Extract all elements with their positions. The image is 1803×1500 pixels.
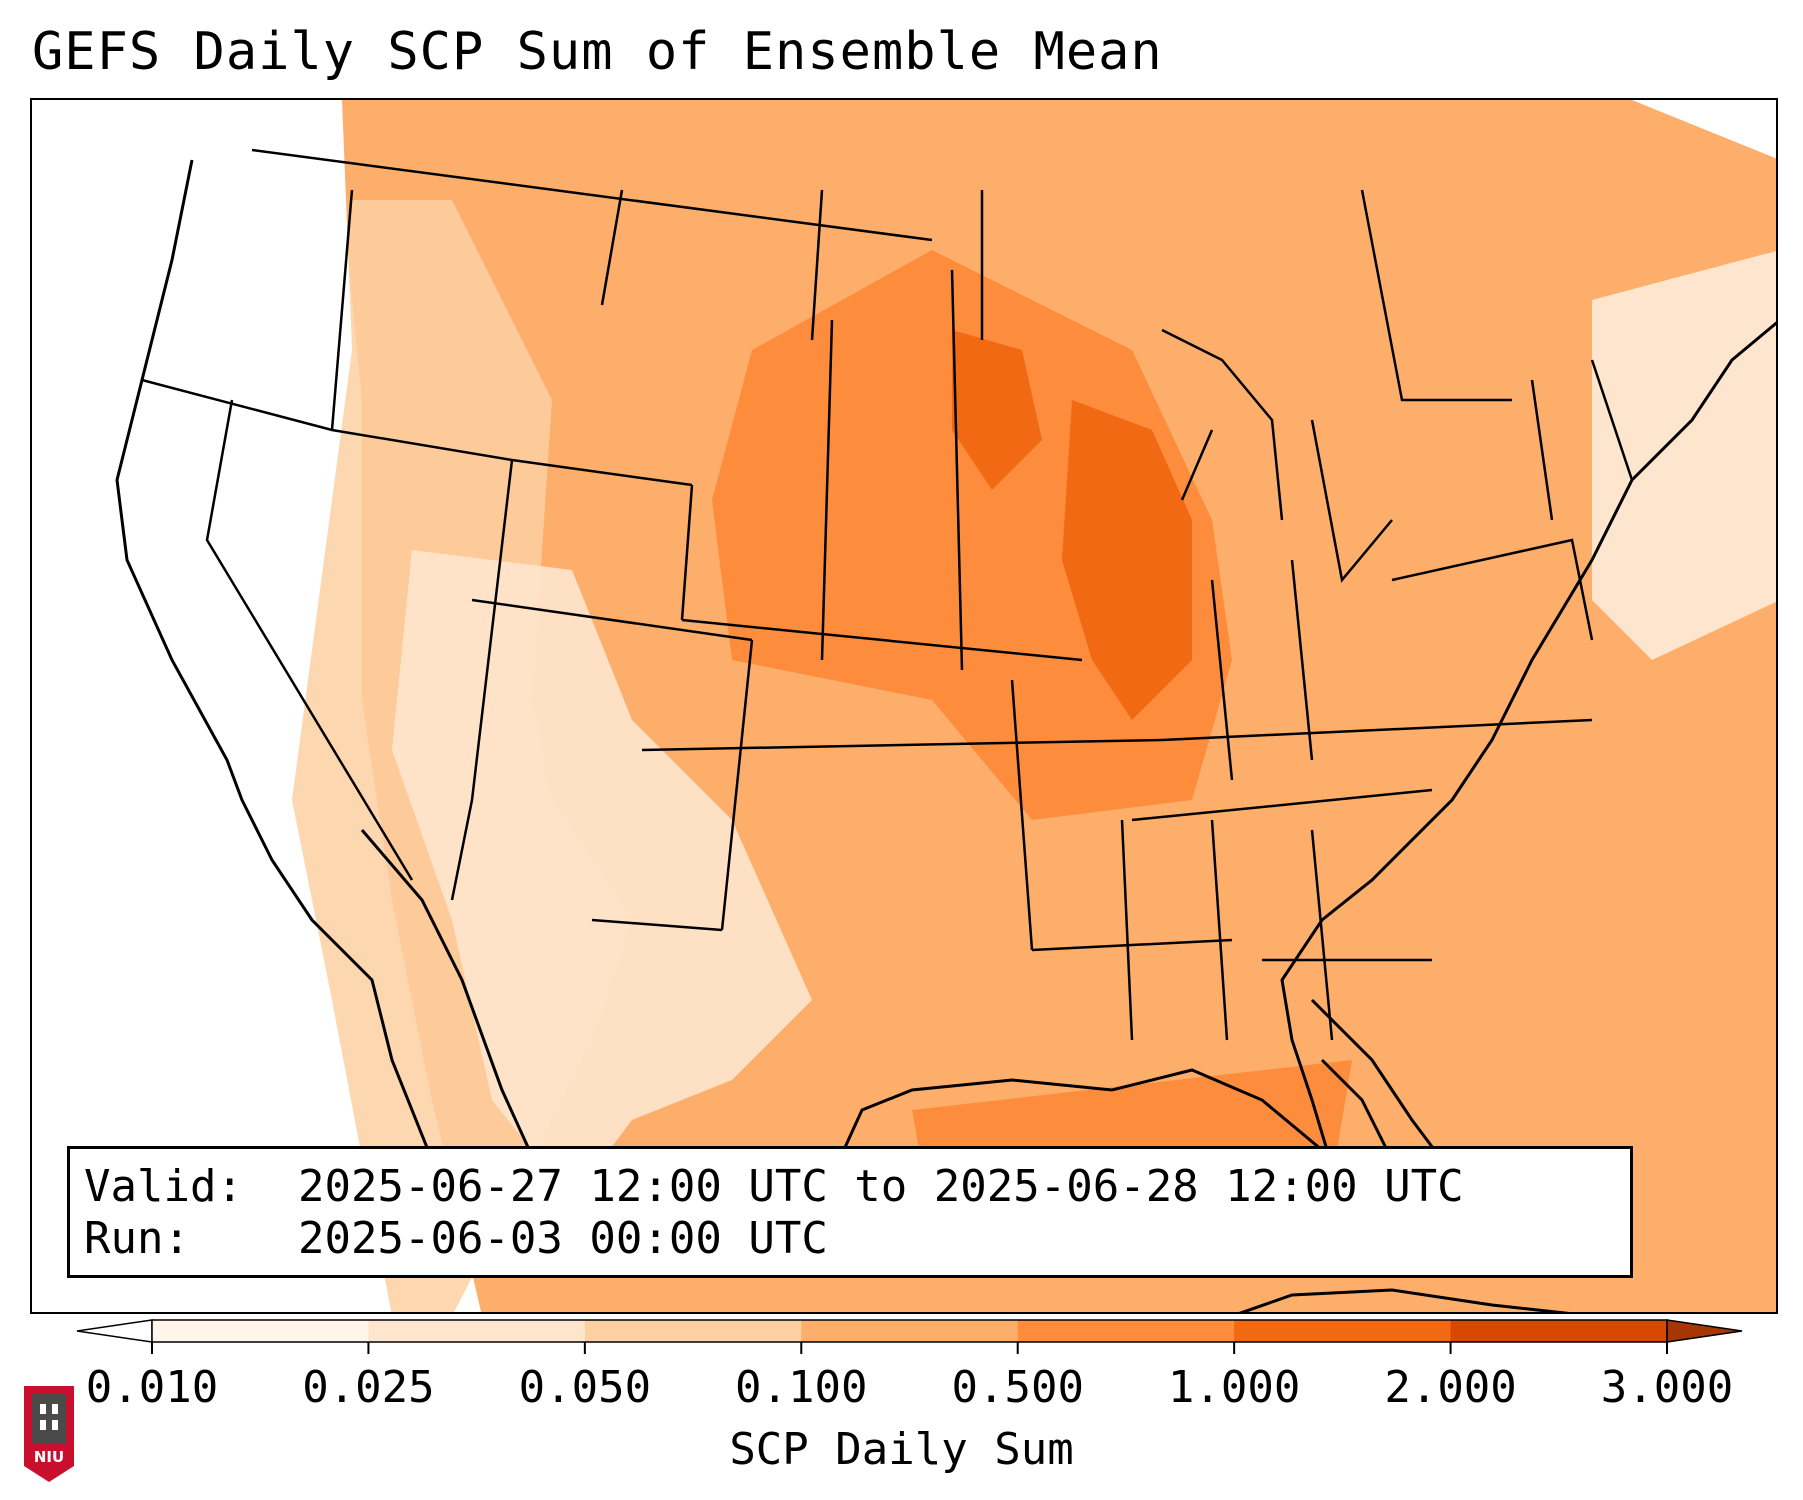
valid-label: Valid:: [84, 1161, 243, 1212]
niu-logo-window: [40, 1420, 46, 1430]
colorbar-tick-label: 3.000: [1600, 1362, 1734, 1413]
colorbar-segment: [1234, 1320, 1452, 1342]
map-title: GEFS Daily SCP Sum of Ensemble Mean: [32, 22, 1163, 82]
colorbar-segment: [368, 1320, 586, 1342]
valid-row: Valid: 2025-06-27 12:00 UTC to 2025-06-28…: [84, 1161, 1630, 1213]
cuba-outline: [1238, 1288, 1570, 1312]
colorbar-tick-label: 0.025: [302, 1362, 435, 1413]
colorbar-under-extend: [76, 1319, 153, 1343]
run-label: Run:: [84, 1213, 190, 1264]
colorbar-ticks: [151, 1342, 1668, 1354]
colorbar-segment: [152, 1320, 369, 1342]
colorbar-segment: [584, 1320, 802, 1342]
niu-logo-window: [40, 1404, 46, 1414]
niu-logo-text: NIU: [34, 1448, 64, 1466]
colorbar-tick-label: 0.010: [85, 1362, 219, 1413]
illinois-max-shading: [1062, 400, 1192, 720]
niu-logo-tower: [32, 1394, 66, 1444]
niu-logo: NIU: [24, 1386, 74, 1482]
colorbar-tick-label: 1.000: [1167, 1362, 1301, 1413]
niu-logo-window: [52, 1404, 58, 1414]
colorbar-segment: [1450, 1320, 1668, 1342]
colorbar-tick-label: 0.050: [518, 1362, 652, 1413]
northeast-light-shading: [1592, 251, 1776, 660]
midwest-high-shading: [712, 250, 1232, 820]
state-boundaries: [141, 148, 1634, 1041]
colorbar-tick-label: 2.000: [1384, 1362, 1517, 1413]
niu-logo-window: [52, 1420, 58, 1430]
map-panel: [30, 98, 1778, 1314]
colorbar-tick-label: 0.100: [735, 1362, 868, 1413]
valid-value: 2025-06-27 12:00 UTC to 2025-06-28 12:00…: [298, 1161, 1464, 1212]
colorbar: [76, 1319, 1743, 1354]
southwest-light-shading: [392, 550, 812, 1200]
colorbar-tick-label: 0.500: [951, 1362, 1084, 1413]
scp-map: [32, 100, 1776, 1312]
minnesota-max-shading: [952, 330, 1042, 490]
valid-run-box: Valid: 2025-06-27 12:00 UTC to 2025-06-28…: [67, 1146, 1633, 1278]
coastline: [115, 159, 1776, 1221]
run-row: Run: 2025-06-03 00:00 UTC: [84, 1213, 1630, 1265]
colorbar-title: SCP Daily Sum: [729, 1424, 1074, 1475]
run-value: 2025-06-03 00:00 UTC: [298, 1213, 828, 1264]
colorbar-segment: [801, 1320, 1019, 1342]
colorbar-segments: [76, 1319, 1743, 1343]
colorbar-over-extend: [1666, 1319, 1743, 1343]
colorbar-segment: [1017, 1320, 1235, 1342]
colorbar-outline: [151, 1319, 1668, 1343]
west-coast-blank: [32, 100, 352, 1312]
